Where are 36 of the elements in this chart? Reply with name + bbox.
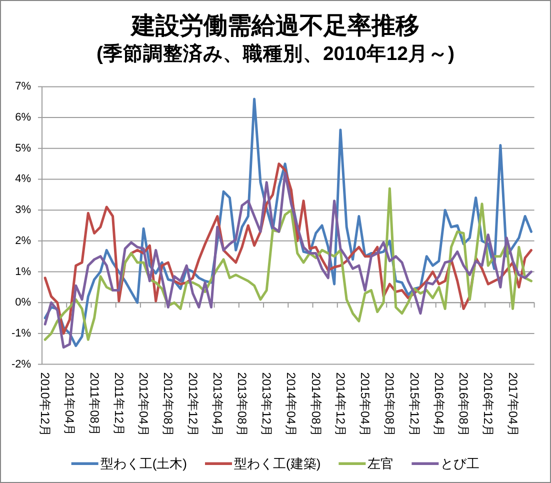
legend-label: 型わく工(土木) <box>100 456 187 472</box>
x-tick-label: 2012年04月 <box>136 372 151 436</box>
x-tick-label: 2015年08月 <box>382 372 397 436</box>
x-tick-label: 2015年12月 <box>407 372 422 436</box>
x-tick-label: 2012年12月 <box>186 372 200 436</box>
x-tick-label: 2011年08月 <box>87 372 102 436</box>
x-tick-label: 2016年12月 <box>481 372 496 436</box>
x-tick-label: 2013年04月 <box>210 372 224 436</box>
x-tick-label: 2014年08月 <box>308 372 323 436</box>
y-tick-label: 7% <box>15 80 32 93</box>
x-tick-label: 2017年04月 <box>506 372 520 436</box>
y-tick-label: -1% <box>11 327 32 340</box>
chart-subtitle: (季節調整済み、職種別、2010年12月～) <box>96 42 455 65</box>
x-tick-label: 2011年04月 <box>62 372 77 436</box>
x-tick-label: 2013年08月 <box>234 372 249 436</box>
y-tick-label: 5% <box>15 142 32 154</box>
y-tick-label: -2% <box>11 358 32 370</box>
y-tick-label: 6% <box>15 112 32 124</box>
x-tick-label: 2013年12月 <box>260 372 274 436</box>
x-tick-label: 2016年08月 <box>456 372 471 436</box>
x-tick-label: 2015年04月 <box>358 372 372 436</box>
x-tick-label: 2012年08月 <box>161 372 176 436</box>
x-tick-label: 2016年04月 <box>432 372 446 436</box>
x-tick-label: 2010年12月 <box>38 372 52 436</box>
y-tick-label: 1% <box>15 266 32 278</box>
y-tick-label: 0% <box>15 296 32 309</box>
x-tick-label: 2014年04月 <box>284 372 298 436</box>
chart-title: 建設労働需給過不足率推移 <box>130 12 420 40</box>
legend-label: 左官 <box>368 456 394 472</box>
y-tick-label: 3% <box>15 204 32 216</box>
y-tick-label: 4% <box>15 173 32 186</box>
y-tick-label: 2% <box>15 234 32 247</box>
x-tick-label: 2011年12月 <box>112 372 126 436</box>
x-tick-label: 2014年12月 <box>333 372 348 436</box>
legend-label: 型わく工(建築) <box>234 456 321 472</box>
legend-label: とび工 <box>440 456 480 472</box>
